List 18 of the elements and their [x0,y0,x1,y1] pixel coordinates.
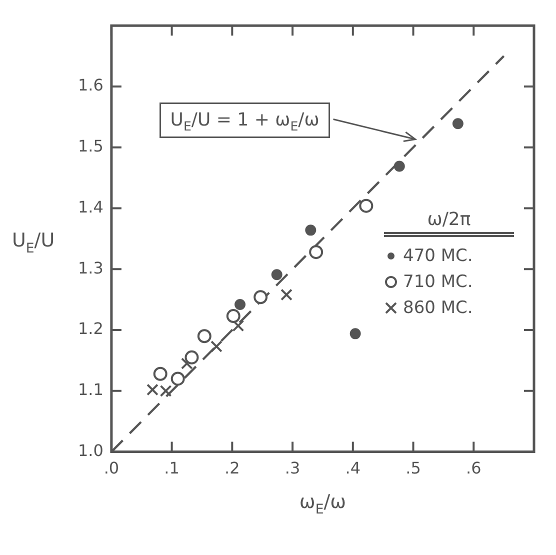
y-tick-label: 1.0 [78,440,104,460]
y-tick-label: 1.6 [78,76,104,95]
x-tick-label: .3 [284,458,300,478]
x-tick-label: .1 [164,458,180,478]
y-tick-label: 1.2 [78,319,104,338]
y-tick-label: 1.1 [78,380,104,400]
legend-label: 470 MC. [403,246,473,266]
x-tick-label: .0 [104,458,120,478]
x-tick-label: .2 [224,458,240,478]
x-tick-label: .4 [345,458,361,478]
legend-label: 860 MC. [403,298,473,318]
x-tick-label: .5 [406,458,421,478]
legend-title: ω/2π [426,208,472,230]
y-tick-label: 1.3 [78,258,104,278]
legend-label: 710 MC. [403,272,473,292]
y-tick-label: 1.5 [78,136,104,156]
x-tick-label: .6 [466,458,482,478]
y-tick-label: 1.4 [78,197,104,216]
